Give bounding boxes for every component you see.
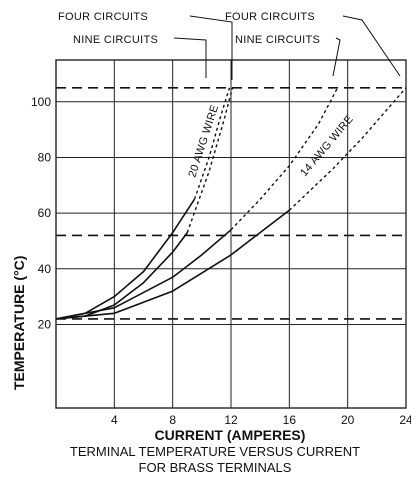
x-tick-label: 8 xyxy=(169,413,176,427)
x-axis-title: CURRENT (AMPERES) xyxy=(155,427,306,443)
y-axis-title: TEMPERATURE (°C) xyxy=(11,256,27,390)
series-line-solid xyxy=(55,209,290,320)
series-line-dashed xyxy=(288,87,407,211)
series-line-dashed xyxy=(186,87,234,233)
annotation-right-four-circuits: FOUR CIRCUITS xyxy=(225,11,315,23)
series-line-solid xyxy=(55,232,188,320)
annotation-left-four-circuits: FOUR CIRCUITS xyxy=(58,11,148,23)
annotation-20-awg-wire: 20 AWG WIRE xyxy=(186,103,221,179)
curves xyxy=(55,87,407,320)
x-tick-label: 24 xyxy=(399,413,411,427)
caption-line-1: TERMINAL TEMPERATURE VERSUS CURRENT xyxy=(70,444,360,459)
annotation-left-nine-circuits: NINE CIRCUITS xyxy=(73,34,158,46)
series-line-dashed xyxy=(193,87,231,200)
y-tick-label: 40 xyxy=(38,262,52,276)
x-tick-label: 12 xyxy=(224,413,238,427)
y-tick-label: 20 xyxy=(38,317,52,331)
x-tick-label: 16 xyxy=(283,413,297,427)
reference-lines xyxy=(56,87,406,320)
y-tick-label: 60 xyxy=(38,206,52,220)
leader-left-four xyxy=(189,15,233,80)
x-tick-label: 20 xyxy=(341,413,355,427)
series-line-solid xyxy=(55,229,232,320)
annotation-right-nine-circuits: NINE CIRCUITS xyxy=(235,34,320,46)
y-tick-label: 100 xyxy=(31,95,51,109)
y-tick-label: 80 xyxy=(38,150,52,164)
tick-labels: 4 8 12 16 20 24 20 40 60 80 100 xyxy=(31,95,411,427)
leader-right-four xyxy=(342,15,401,77)
x-tick-label: 4 xyxy=(111,413,118,427)
series-line-dashed xyxy=(230,87,339,231)
leader-left-nine xyxy=(173,37,207,78)
series-line-solid xyxy=(55,198,196,320)
leader-right-nine xyxy=(332,37,341,77)
caption-line-2: FOR BRASS TERMINALS xyxy=(139,460,292,475)
grid xyxy=(56,60,407,408)
